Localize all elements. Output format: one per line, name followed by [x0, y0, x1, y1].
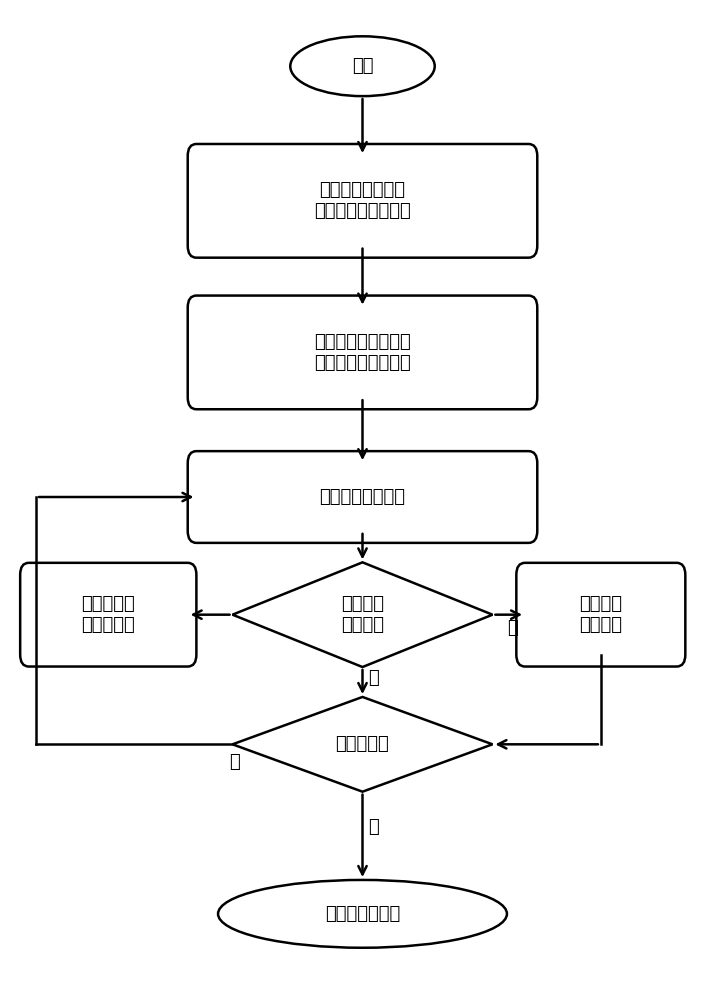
- Text: 根据目标温度选择
相变材料和绝热材料: 根据目标温度选择 相变材料和绝热材料: [314, 181, 411, 220]
- Text: 是: 是: [368, 818, 379, 836]
- Text: 最优的几何尺寸: 最优的几何尺寸: [325, 905, 400, 923]
- Text: 更新候选
几何尺寸: 更新候选 几何尺寸: [579, 595, 622, 634]
- Text: 初始化相变材料层和
绝热材料层几何尺寸: 初始化相变材料层和 绝热材料层几何尺寸: [314, 333, 411, 372]
- Text: 终止条件？: 终止条件？: [336, 735, 389, 753]
- Text: 是否更优
几何尺寸: 是否更优 几何尺寸: [341, 595, 384, 634]
- Text: 否: 否: [368, 669, 379, 687]
- Text: 是: 是: [507, 619, 518, 637]
- Text: 否: 否: [229, 753, 240, 771]
- Text: 产生新的候
选几何尺寸: 产生新的候 选几何尺寸: [81, 595, 135, 634]
- Text: 计算有效保存时间: 计算有效保存时间: [320, 488, 405, 506]
- Text: 开始: 开始: [352, 57, 373, 75]
